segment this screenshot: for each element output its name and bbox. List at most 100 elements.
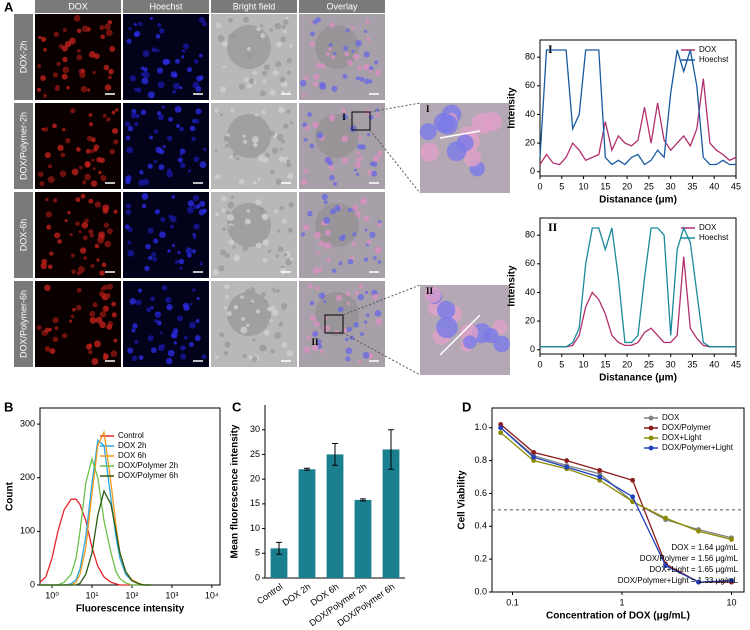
cell	[46, 224, 52, 230]
cell	[261, 110, 266, 115]
cell	[81, 222, 89, 229]
cell	[125, 135, 131, 141]
cell	[93, 53, 100, 60]
cell	[356, 157, 361, 162]
cell	[47, 176, 55, 184]
cell	[278, 156, 285, 163]
cell	[60, 152, 66, 158]
cell	[364, 290, 369, 295]
cell	[323, 300, 327, 304]
cell	[353, 168, 357, 172]
cell	[259, 344, 267, 352]
cell	[202, 21, 207, 27]
cell	[330, 54, 335, 59]
cell	[352, 204, 359, 211]
data-point	[696, 528, 701, 534]
micrograph-spot	[315, 203, 359, 247]
cell	[76, 28, 82, 34]
y-tick-label: 40	[525, 109, 535, 119]
cell	[159, 28, 165, 34]
cell	[250, 289, 256, 295]
cell	[44, 346, 51, 352]
y-tick-label: 30	[250, 424, 260, 434]
cell	[187, 200, 195, 207]
cell	[39, 181, 45, 187]
x-tick-label: 45	[731, 181, 741, 191]
cell	[241, 317, 245, 321]
cell	[285, 16, 289, 20]
micrograph	[35, 192, 121, 278]
data-point	[630, 477, 636, 483]
cell	[137, 288, 143, 293]
cell	[146, 307, 152, 313]
cell	[279, 147, 283, 151]
data-point	[597, 477, 603, 483]
cell	[233, 304, 239, 310]
cell	[244, 218, 251, 225]
cell	[332, 51, 337, 56]
row-header: DOX-6h	[18, 219, 28, 252]
cell	[243, 16, 249, 23]
cell	[88, 198, 94, 204]
cell	[201, 354, 207, 360]
cell	[142, 50, 150, 58]
cell	[80, 85, 88, 93]
cell	[252, 142, 258, 148]
cell	[288, 202, 295, 208]
cell	[320, 349, 324, 354]
cell	[55, 84, 60, 89]
cell	[256, 26, 261, 32]
x-tick-label: 10²	[125, 590, 138, 600]
cell	[105, 293, 111, 299]
cell	[135, 299, 142, 306]
cell	[47, 164, 53, 169]
annotation: DOX = 1.64 μg/mL	[671, 543, 738, 552]
cell	[229, 107, 235, 113]
data-point	[597, 471, 603, 477]
cell	[355, 151, 360, 155]
cell	[269, 28, 273, 32]
row-header-bg	[14, 103, 33, 189]
cell	[287, 70, 291, 75]
cell	[345, 356, 351, 362]
cell	[179, 148, 186, 155]
cell	[312, 330, 319, 337]
cell	[264, 299, 268, 304]
cell	[373, 256, 377, 260]
cell	[255, 199, 262, 206]
cell	[37, 64, 42, 69]
row-header: DOX/Polymer-2h	[18, 112, 28, 180]
cell	[61, 73, 68, 80]
cell	[286, 58, 293, 64]
zoom-cell	[493, 335, 510, 353]
row-header: DOX-2h	[18, 41, 28, 74]
plot-frame	[539, 39, 737, 177]
cell	[248, 78, 255, 84]
cell	[40, 36, 47, 42]
cell	[341, 135, 349, 143]
zoom-guide	[342, 284, 421, 316]
data-point	[531, 454, 537, 460]
cell	[71, 269, 77, 275]
panel-label: A	[4, 0, 14, 14]
cell	[328, 42, 333, 47]
cell	[313, 73, 320, 80]
cell	[355, 76, 360, 81]
cell	[271, 287, 275, 291]
cell	[138, 179, 145, 186]
cell	[130, 112, 137, 119]
data-point	[531, 458, 537, 463]
cell	[374, 60, 379, 65]
cell	[221, 196, 227, 202]
cell	[250, 34, 255, 38]
cell	[153, 319, 158, 323]
data-point	[498, 422, 504, 427]
cell	[107, 20, 113, 25]
cell	[252, 180, 257, 185]
cell	[172, 82, 180, 90]
cell	[148, 255, 153, 261]
cell	[360, 144, 366, 150]
cell	[341, 108, 347, 114]
cell	[301, 232, 306, 237]
cell	[165, 357, 173, 365]
